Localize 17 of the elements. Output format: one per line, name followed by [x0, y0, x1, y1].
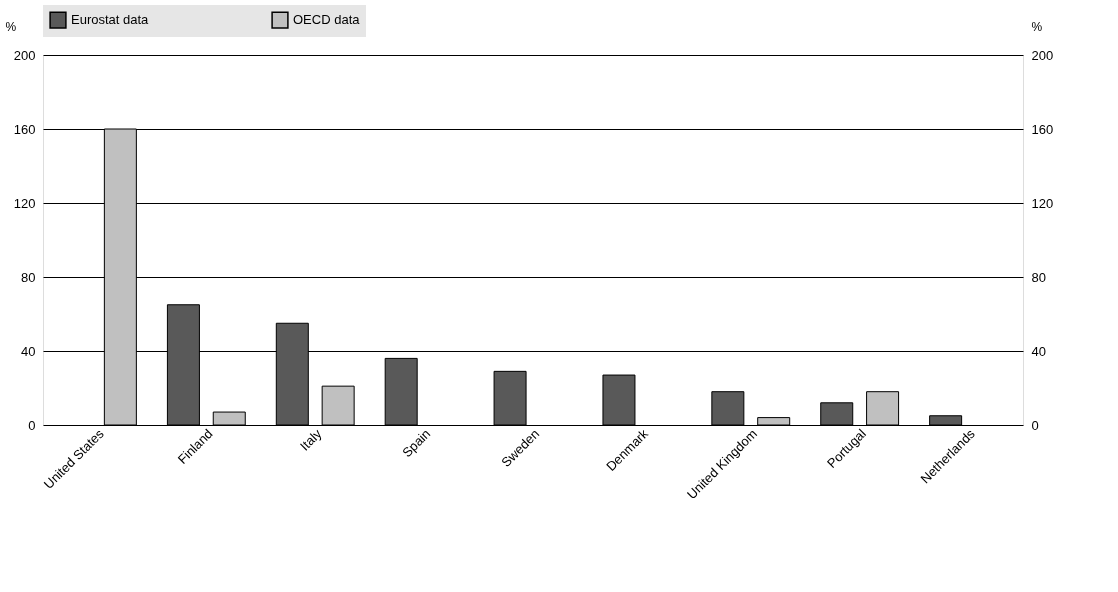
- legend-label: OECD data: [293, 12, 361, 28]
- y2-tick-label: 160: [1031, 121, 1054, 137]
- y-tick-label: 200: [13, 47, 36, 63]
- y-tick-label: 160: [13, 121, 36, 137]
- y2-tick-label: 40: [1031, 343, 1046, 359]
- y2-tick-label: 200: [1031, 47, 1054, 63]
- y-tick-label: 80: [21, 269, 36, 285]
- legend-label: Eurostat data: [71, 12, 150, 28]
- y-tick-label: 0: [28, 417, 36, 433]
- y2-tick-label: 120: [1031, 195, 1054, 211]
- y2-axis-title: %: [1031, 19, 1043, 34]
- y-tick-label: 40: [21, 343, 36, 359]
- y2-tick-label: 80: [1031, 269, 1046, 285]
- y-tick-label: 120: [13, 195, 36, 211]
- x-tick-label: Italy: [296, 425, 325, 454]
- y-axis-title: %: [5, 19, 17, 34]
- y2-tick-label: 0: [1031, 417, 1039, 433]
